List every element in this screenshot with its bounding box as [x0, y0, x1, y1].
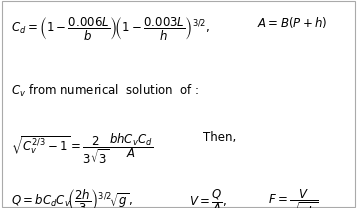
Text: $Q = bC_dC_v\!\left(\dfrac{2h}{3}\right)^{3/2}\!\sqrt{g}\,,$: $Q = bC_dC_v\!\left(\dfrac{2h}{3}\right)…: [11, 187, 133, 208]
Text: $V = \dfrac{Q}{A},$: $V = \dfrac{Q}{A},$: [189, 187, 227, 208]
Text: Then,: Then,: [203, 131, 237, 144]
Text: $F = \dfrac{V}{\sqrt{gh}}$: $F = \dfrac{V}{\sqrt{gh}}$: [268, 187, 318, 208]
Text: $\sqrt{C_v^{2/3}-1} = \dfrac{2}{3\sqrt{3}}\dfrac{bhC_vC_d}{A}$: $\sqrt{C_v^{2/3}-1} = \dfrac{2}{3\sqrt{3…: [11, 131, 153, 166]
Text: $A = B(P+h)$: $A = B(P+h)$: [257, 15, 327, 30]
Text: $C_v$ from numerical  solution  of :: $C_v$ from numerical solution of :: [11, 83, 199, 99]
Text: $C_d = \left(1 - \dfrac{0.006L}{b}\right)\!\left(1 - \dfrac{0.003L}{h}\right)^{3: $C_d = \left(1 - \dfrac{0.006L}{b}\right…: [11, 15, 210, 42]
